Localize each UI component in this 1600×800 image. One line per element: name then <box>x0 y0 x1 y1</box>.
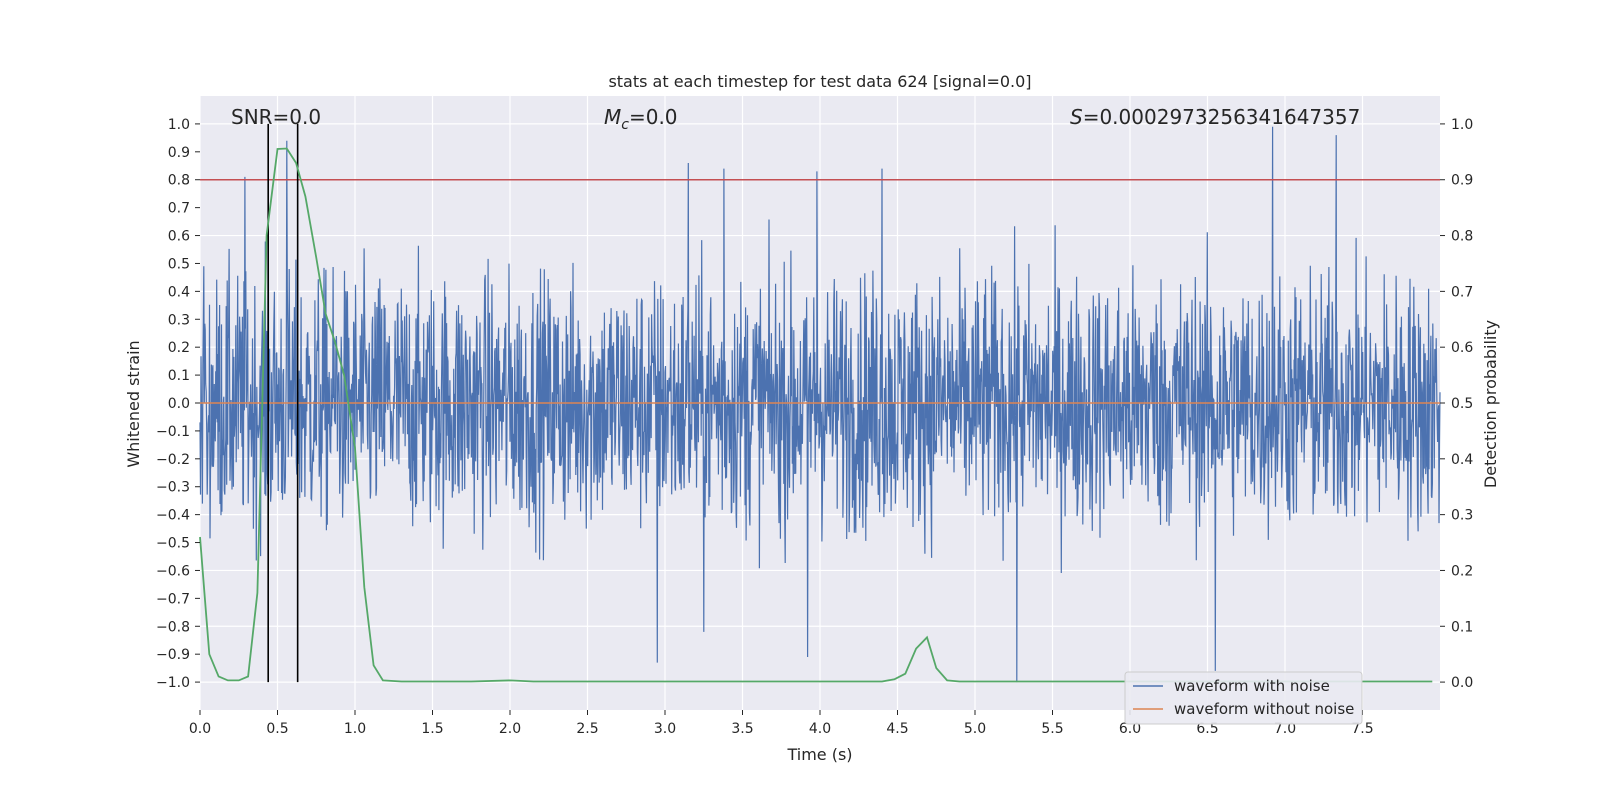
y-left-tick-label: −0.4 <box>156 508 190 524</box>
chirp-mass-value: =0.0 <box>629 105 678 129</box>
x-tick-label: 0.0 <box>189 721 211 737</box>
x-tick-label: 7.5 <box>1351 721 1373 737</box>
s-value: =0.0002973256341647357 <box>1083 105 1361 129</box>
x-tick-label: 4.0 <box>809 721 831 737</box>
y-left-tick-label: −0.2 <box>156 452 190 468</box>
x-tick-label: 3.0 <box>654 721 676 737</box>
legend-label-noise: waveform with noise <box>1174 677 1330 695</box>
waveform-with-noise-line <box>199 126 1441 683</box>
chirp-mass-annotation: Mc=0.0 <box>604 105 678 133</box>
y-right-axis-label: Detection probability <box>1481 320 1500 488</box>
legend: waveform with noise waveform without noi… <box>1124 671 1363 725</box>
y-left-tick-label: −0.6 <box>156 563 190 579</box>
x-axis-label: Time (s) <box>786 745 852 764</box>
y-left-tick-label: −0.5 <box>156 536 190 552</box>
x-tick-label: 4.5 <box>886 721 908 737</box>
y-left-tick-label: −1.0 <box>156 675 190 691</box>
snr-annotation: SNR=0.0 <box>231 105 321 129</box>
legend-box <box>1124 671 1363 725</box>
y-right-tick-label: 0.0 <box>1451 675 1473 691</box>
chirp-mass-subscript: c <box>621 117 629 133</box>
y-left-tick-label: 0.1 <box>168 368 190 384</box>
y-left-tick-label: 0.6 <box>168 229 190 245</box>
y-left-tick-label: −0.8 <box>156 619 190 635</box>
y-left-tick-label: 0.3 <box>168 312 190 328</box>
y-left-tick-label: 0.5 <box>168 256 190 272</box>
x-tick-label: 2.5 <box>576 721 598 737</box>
x-tick-label: 3.5 <box>731 721 753 737</box>
y-right-tick-label: 0.3 <box>1451 508 1473 524</box>
y-right-tick-label: 0.4 <box>1451 452 1473 468</box>
y-right-tick-label: 0.6 <box>1451 340 1473 356</box>
y-left-tick-label: −0.7 <box>156 591 190 607</box>
y-right-tick-label: 0.5 <box>1451 396 1473 412</box>
y-left-tick-label: 0.7 <box>168 201 190 217</box>
x-tick-label: 5.5 <box>1041 721 1063 737</box>
y-left-tick-label: 0.8 <box>168 173 190 189</box>
y-left-tick-label: 1.0 <box>168 117 190 133</box>
y-right-tick-label: 0.7 <box>1451 284 1473 300</box>
y-left-tick-label: 0.9 <box>168 145 190 161</box>
x-tick-label: 5.0 <box>964 721 986 737</box>
s-annotation: S=0.0002973256341647357 <box>1070 105 1360 129</box>
x-tick-label: 2.0 <box>499 721 521 737</box>
y-right-tick-label: 0.9 <box>1451 173 1473 189</box>
y-right-tick-label: 0.8 <box>1451 229 1473 245</box>
y-right-tick-label: 0.1 <box>1451 619 1473 635</box>
detection-probability-series <box>199 147 1433 683</box>
detection-probability-line <box>199 147 1433 683</box>
x-tick-label: 0.5 <box>266 721 288 737</box>
y-left-tick-label: −0.3 <box>156 480 190 496</box>
y-left-tick-label: −0.9 <box>156 647 190 663</box>
chart-title: stats at each timestep for test data 624… <box>608 72 1031 91</box>
y-right-tick-label: 1.0 <box>1451 117 1473 133</box>
y-left-tick-label: 0.4 <box>168 284 190 300</box>
x-tick-label: 6.0 <box>1119 721 1141 737</box>
waveform-with-noise-series <box>199 126 1441 683</box>
chirp-mass-symbol: M <box>604 105 621 129</box>
y-right-tick-label: 0.2 <box>1451 563 1473 579</box>
x-tick-label: 1.5 <box>421 721 443 737</box>
y-left-tick-label: −0.1 <box>156 424 190 440</box>
y-left-tick-label: 0.0 <box>168 396 190 412</box>
y-left-axis-label: Whitened strain <box>124 340 143 467</box>
x-tick-label: 6.5 <box>1196 721 1218 737</box>
y-right-axis-ticks: 1.0 0.9 0.8 0.7 0.6 0.5 0.4 0.3 0.2 0.1 0.0 <box>1440 117 1473 691</box>
legend-label-clean: waveform without noise <box>1174 700 1354 718</box>
y-left-axis-ticks: 1.0 0.9 0.8 0.7 0.6 0.5 0.4 0.3 0.2 0.1 0.0 −0.1 −0.… <box>156 117 200 691</box>
y-left-tick-label: 0.2 <box>168 340 190 356</box>
x-tick-label: 1.0 <box>344 721 366 737</box>
s-symbol: S <box>1070 105 1083 129</box>
x-tick-label: 7.0 <box>1274 721 1296 737</box>
x-axis-ticks: 0.0 0.5 1.0 1.5 2.0 2.5 3.0 3.5 4.0 4.5 5.0 5.5 6.0 6… <box>189 710 1374 737</box>
